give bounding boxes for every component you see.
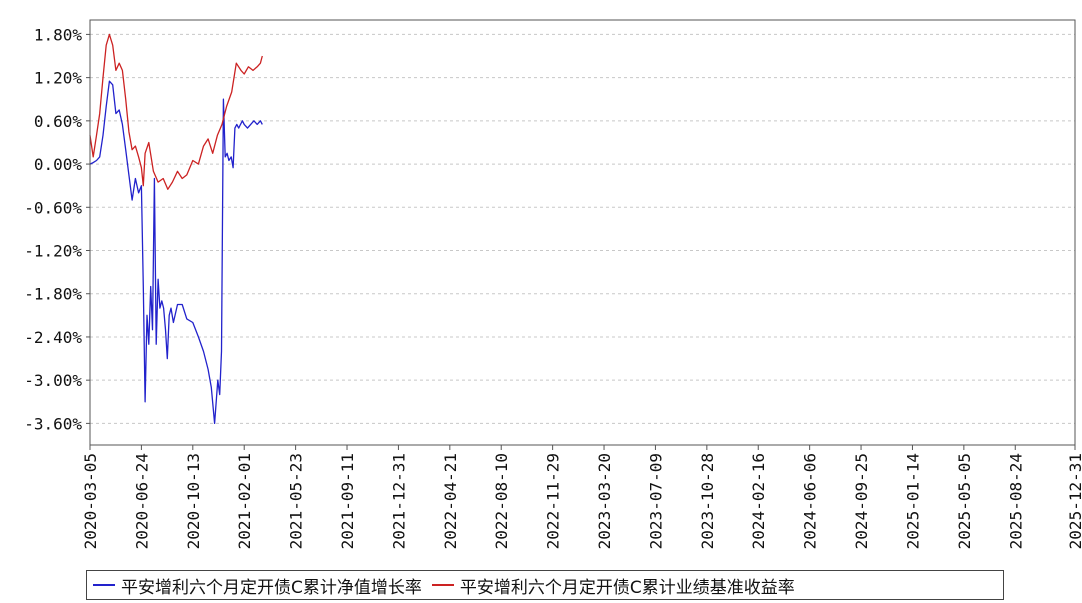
x-tick-label: 2022-04-21: [441, 453, 460, 549]
x-tick-label: 2023-07-09: [646, 453, 665, 549]
x-tick-label: 2021-02-01: [235, 453, 254, 549]
x-tick-label: 2022-11-29: [544, 453, 563, 549]
y-tick-label: -3.00%: [24, 371, 82, 390]
series-lines: [89, 33, 263, 425]
legend-item-benchmark: 平安增利六个月定开债C累计业绩基准收益率: [431, 573, 795, 598]
y-tick-label: -0.60%: [24, 198, 82, 217]
x-tick-label: 2020-03-05: [81, 453, 100, 549]
y-tick-label: -1.20%: [24, 242, 82, 261]
x-tick-label: 2021-12-31: [389, 453, 408, 549]
x-tick-label: 2021-05-23: [287, 453, 306, 549]
x-tick-label: 2021-09-11: [338, 453, 357, 549]
y-tick-label: -2.40%: [24, 328, 82, 347]
legend-item-nav-growth: 平安增利六个月定开债C累计净值增长率: [93, 573, 422, 598]
x-tick-label: 2025-12-31: [1066, 453, 1082, 549]
x-tick-label: 2020-06-24: [132, 453, 151, 549]
legend-label-benchmark: 平安增利六个月定开债C累计业绩基准收益率: [459, 577, 795, 598]
series-line-nav-growth: [89, 80, 263, 425]
y-axis-ticks: 1.80% 1.20% 0.60% 0.00% -0.60% -1.20% -1.80% -2…: [24, 25, 90, 433]
x-tick-label: 2020-10-13: [184, 453, 203, 549]
x-tick-label: 2022-08-10: [492, 453, 511, 549]
x-axis-ticks: 2020-03-05 2020-06-24 2020-10-13 2021-02-01…: [81, 445, 1082, 549]
line-chart: 1.80% 1.20% 0.60% 0.00% -0.60% -1.20% -1.80% -2…: [24, 19, 1082, 549]
x-tick-label: 2025-08-24: [1006, 453, 1025, 549]
x-tick-label: 2024-02-16: [749, 453, 768, 549]
y-tick-label: -3.60%: [24, 414, 82, 433]
y-tick-label: 0.00%: [34, 155, 83, 174]
y-tick-label: -1.80%: [24, 285, 82, 304]
grid-lines: [90, 33, 1075, 424]
y-tick-label: 1.80%: [34, 25, 83, 44]
x-tick-label: 2024-09-25: [852, 453, 871, 549]
series-line-benchmark: [89, 33, 263, 190]
chart-legend: 平安增利六个月定开债C累计净值增长率 平安增利六个月定开债C累计业绩基准收益率: [86, 570, 1004, 600]
x-tick-label: 2025-05-05: [955, 453, 974, 549]
x-tick-label: 2025-01-14: [903, 453, 922, 549]
legend-swatch-nav-growth: [93, 584, 115, 586]
legend-swatch-benchmark: [431, 584, 454, 586]
y-tick-label: 1.20%: [34, 69, 83, 88]
plot-area-frame: [89, 19, 1076, 446]
x-tick-label: 2024-06-06: [801, 453, 820, 549]
x-tick-label: 2023-03-20: [595, 453, 614, 549]
legend-label-nav-growth: 平安增利六个月定开债C累计净值增长率: [121, 577, 422, 598]
y-tick-label: 0.60%: [34, 112, 83, 131]
x-tick-label: 2023-10-28: [698, 453, 717, 549]
